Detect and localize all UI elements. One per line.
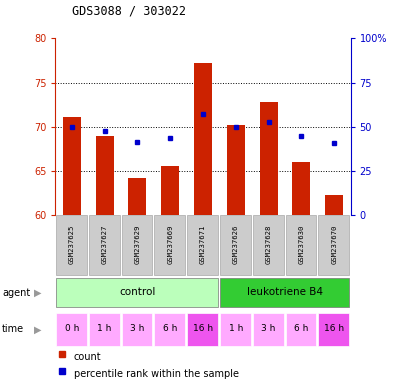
Bar <box>187 215 218 275</box>
Text: ▶: ▶ <box>34 324 41 334</box>
Bar <box>292 162 310 215</box>
Bar <box>193 63 211 215</box>
Bar <box>318 313 348 346</box>
Text: GSM237629: GSM237629 <box>134 225 140 265</box>
Bar <box>56 278 218 308</box>
Bar <box>95 136 113 215</box>
Text: GDS3088 / 303022: GDS3088 / 303022 <box>72 4 185 17</box>
Text: 3 h: 3 h <box>261 324 275 333</box>
Text: control: control <box>119 287 155 297</box>
Text: GSM237669: GSM237669 <box>167 225 173 265</box>
Text: 1 h: 1 h <box>97 324 112 333</box>
Text: leukotriene B4: leukotriene B4 <box>246 287 322 297</box>
Text: agent: agent <box>2 288 30 298</box>
Bar <box>121 215 152 275</box>
Bar <box>259 102 277 215</box>
Text: 6 h: 6 h <box>293 324 308 333</box>
Bar <box>220 313 250 346</box>
Text: ▶: ▶ <box>34 288 41 298</box>
Text: 1 h: 1 h <box>228 324 243 333</box>
Text: GSM237628: GSM237628 <box>265 225 271 265</box>
Bar <box>226 125 244 215</box>
Bar <box>252 313 283 346</box>
Text: 16 h: 16 h <box>323 324 344 333</box>
Text: 0 h: 0 h <box>64 324 79 333</box>
Text: 16 h: 16 h <box>192 324 213 333</box>
Bar <box>128 178 146 215</box>
Text: GSM237627: GSM237627 <box>101 225 107 265</box>
Text: GSM237625: GSM237625 <box>69 225 74 265</box>
Bar <box>154 313 185 346</box>
Bar <box>252 215 283 275</box>
Bar <box>56 313 87 346</box>
Text: 3 h: 3 h <box>130 324 144 333</box>
Bar <box>324 195 342 215</box>
Text: GSM237630: GSM237630 <box>298 225 303 265</box>
Bar <box>89 313 119 346</box>
Bar <box>89 215 119 275</box>
Text: GSM237670: GSM237670 <box>330 225 336 265</box>
Bar <box>220 278 348 308</box>
Text: time: time <box>2 324 24 334</box>
Bar <box>121 313 152 346</box>
Text: percentile rank within the sample: percentile rank within the sample <box>74 369 238 379</box>
Bar <box>161 166 179 215</box>
Bar <box>318 215 348 275</box>
Text: GSM237626: GSM237626 <box>232 225 238 265</box>
Bar <box>187 313 218 346</box>
Bar <box>285 215 316 275</box>
Text: count: count <box>74 352 101 362</box>
Bar <box>220 215 250 275</box>
Bar <box>63 117 81 215</box>
Bar <box>154 215 185 275</box>
Text: 6 h: 6 h <box>162 324 177 333</box>
Text: GSM237671: GSM237671 <box>200 225 205 265</box>
Bar <box>56 215 87 275</box>
Bar <box>285 313 316 346</box>
